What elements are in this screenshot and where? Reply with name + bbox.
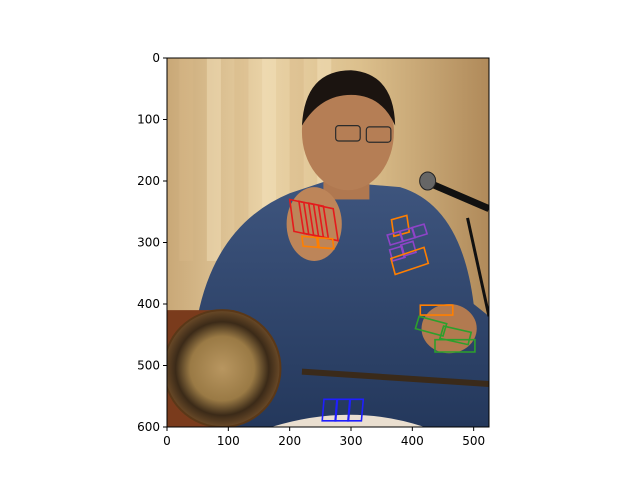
y-tick-label: 600 [137, 420, 160, 434]
y-tick-label: 300 [137, 236, 160, 250]
drum-head [167, 309, 282, 427]
text-box-11 [399, 240, 417, 258]
y-tick-label: 500 [137, 359, 160, 373]
y-tick-label: 400 [137, 297, 160, 311]
curtain-fold [179, 58, 194, 261]
x-tick-label: 400 [401, 434, 424, 448]
text-box-12 [389, 246, 430, 276]
right-hand [421, 304, 477, 354]
microphone-head [419, 171, 437, 191]
text-box-16 [434, 338, 476, 353]
text-box-10 [388, 245, 406, 263]
text-box-19 [347, 398, 365, 422]
mic-stand [466, 217, 489, 317]
text-box-14 [414, 315, 448, 337]
text-box-13 [419, 304, 454, 316]
glasses-left [335, 125, 361, 142]
microphone [423, 177, 489, 212]
glasses-right [365, 126, 392, 143]
text-box-15 [438, 325, 473, 346]
x-tick-label: 0 [163, 434, 171, 448]
x-tick-label: 500 [462, 434, 485, 448]
box-layer [288, 198, 476, 422]
curtain-fold [206, 58, 221, 261]
curtain-fold [234, 58, 249, 261]
y-tick-label: 100 [137, 113, 160, 127]
y-tick-label: 200 [137, 174, 160, 188]
instrument-rod [301, 368, 489, 387]
x-tick-label: 200 [278, 434, 301, 448]
photo-image [167, 58, 489, 427]
y-axis: 0 100 200 300 400 500 600 [137, 51, 167, 434]
head [301, 73, 394, 191]
x-tick-label: 100 [217, 434, 240, 448]
y-tick-label: 0 [152, 51, 160, 65]
raised-hand [286, 187, 342, 261]
x-axis: 0 100 200 300 400 500 [163, 427, 485, 448]
text-box-6 [390, 214, 411, 238]
x-tick-label: 300 [340, 434, 363, 448]
text-box-5 [315, 236, 335, 250]
hair [301, 70, 396, 126]
text-box-9 [410, 223, 429, 239]
